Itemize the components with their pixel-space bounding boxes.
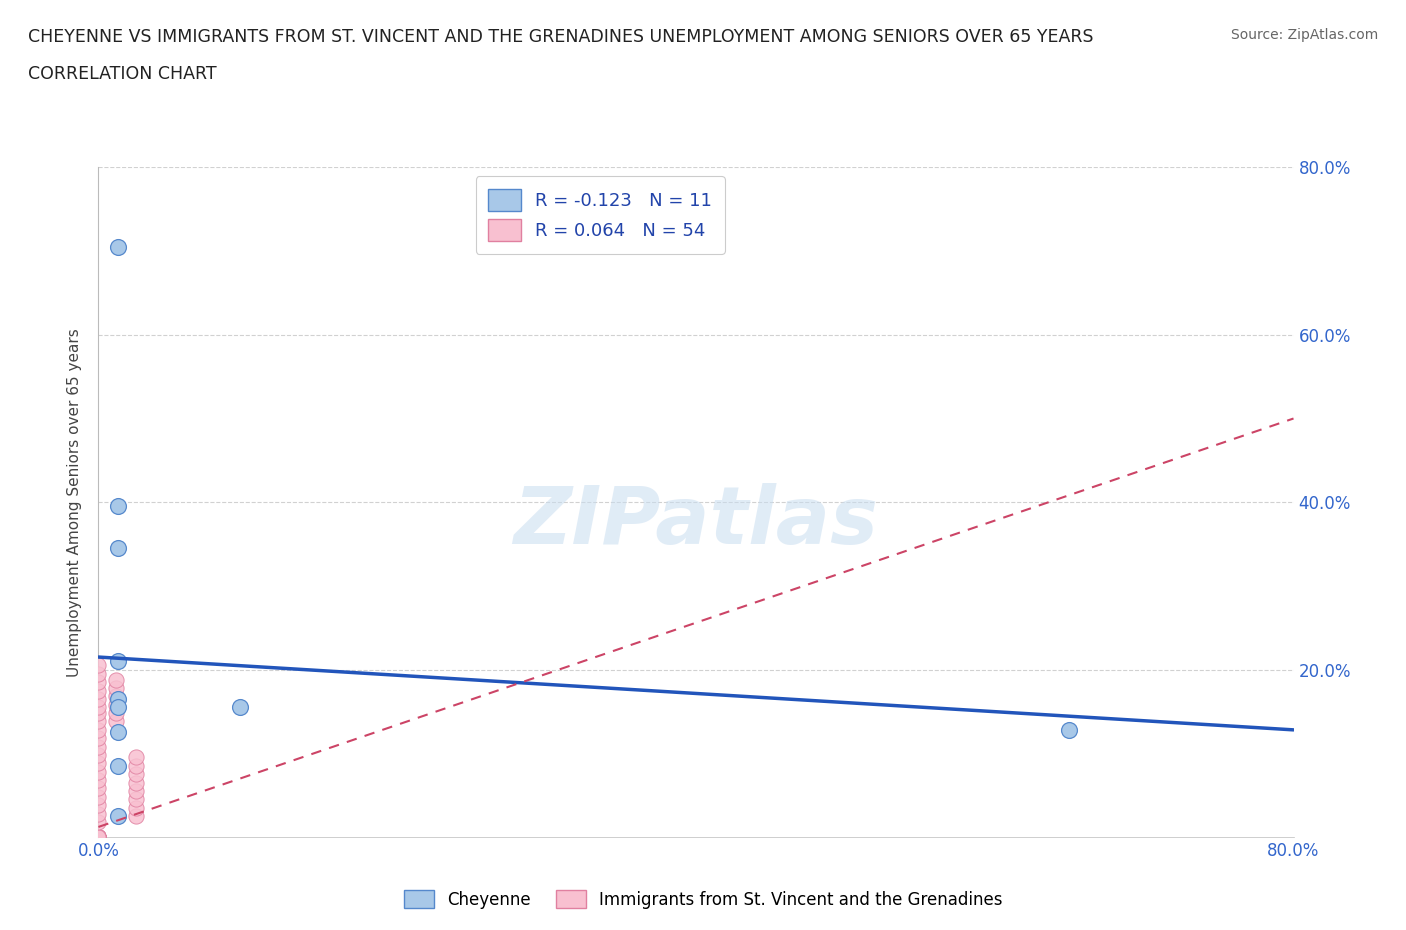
- Point: [87, 830, 110, 844]
- Point: [125, 759, 148, 774]
- Point: [87, 798, 110, 813]
- Point: [87, 830, 110, 844]
- Point: [87, 830, 110, 844]
- Point: [87, 830, 110, 844]
- Point: [87, 714, 110, 729]
- Point: [125, 809, 148, 824]
- Legend: Cheyenne, Immigrants from St. Vincent and the Grenadines: Cheyenne, Immigrants from St. Vincent an…: [395, 882, 1011, 917]
- Point: [87, 815, 110, 830]
- Point: [107, 654, 129, 669]
- Point: [87, 684, 110, 698]
- Point: [87, 692, 110, 707]
- Point: [107, 759, 129, 774]
- Point: [87, 667, 110, 682]
- Point: [105, 714, 128, 729]
- Point: [87, 830, 110, 844]
- Y-axis label: Unemployment Among Seniors over 65 years: Unemployment Among Seniors over 65 years: [67, 328, 83, 677]
- Point: [87, 830, 110, 844]
- Point: [87, 700, 110, 715]
- Point: [105, 672, 128, 687]
- Point: [87, 658, 110, 673]
- Point: [105, 698, 128, 712]
- Text: CORRELATION CHART: CORRELATION CHART: [28, 65, 217, 83]
- Point: [105, 689, 128, 704]
- Point: [87, 830, 110, 844]
- Point: [125, 800, 148, 815]
- Point: [87, 830, 110, 844]
- Point: [125, 750, 148, 764]
- Legend: R = -0.123   N = 11, R = 0.064   N = 54: R = -0.123 N = 11, R = 0.064 N = 54: [475, 177, 725, 254]
- Point: [87, 756, 110, 771]
- Point: [87, 748, 110, 763]
- Point: [107, 240, 129, 255]
- Point: [87, 830, 110, 844]
- Point: [1059, 723, 1081, 737]
- Point: [87, 764, 110, 779]
- Point: [125, 792, 148, 807]
- Point: [87, 806, 110, 821]
- Point: [107, 499, 129, 514]
- Point: [87, 790, 110, 804]
- Point: [107, 809, 129, 824]
- Point: [87, 830, 110, 844]
- Text: CHEYENNE VS IMMIGRANTS FROM ST. VINCENT AND THE GRENADINES UNEMPLOYMENT AMONG SE: CHEYENNE VS IMMIGRANTS FROM ST. VINCENT …: [28, 28, 1094, 46]
- Point: [125, 783, 148, 798]
- Point: [107, 541, 129, 556]
- Point: [87, 739, 110, 754]
- Point: [87, 830, 110, 844]
- Point: [125, 776, 148, 790]
- Point: [87, 830, 110, 844]
- Point: [107, 725, 129, 740]
- Point: [105, 706, 128, 721]
- Point: [87, 773, 110, 788]
- Point: [105, 681, 128, 696]
- Point: [87, 830, 110, 844]
- Point: [107, 700, 129, 715]
- Point: [87, 706, 110, 721]
- Point: [87, 731, 110, 746]
- Point: [87, 830, 110, 844]
- Text: Source: ZipAtlas.com: Source: ZipAtlas.com: [1230, 28, 1378, 42]
- Point: [87, 830, 110, 844]
- Text: ZIPatlas: ZIPatlas: [513, 484, 879, 562]
- Point: [107, 692, 129, 707]
- Point: [87, 830, 110, 844]
- Point: [87, 723, 110, 737]
- Point: [125, 766, 148, 781]
- Point: [87, 781, 110, 796]
- Point: [87, 830, 110, 844]
- Point: [87, 830, 110, 844]
- Point: [229, 700, 252, 715]
- Point: [87, 830, 110, 844]
- Point: [87, 675, 110, 690]
- Point: [87, 830, 110, 844]
